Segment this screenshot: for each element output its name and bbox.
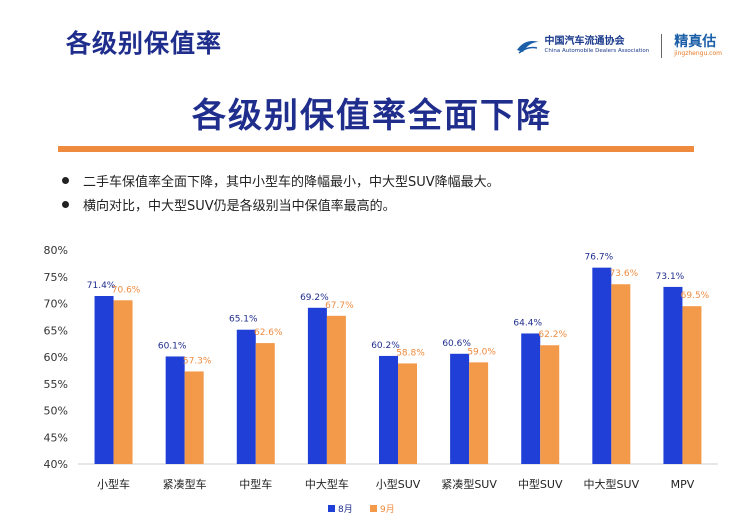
y-tick-label: 80%: [44, 244, 68, 257]
bullet-dot-icon: [62, 200, 69, 208]
x-tick-label: 中型车: [239, 477, 272, 491]
org-name: 中国汽车流通协会: [544, 36, 625, 48]
legend-label: 8月: [338, 504, 353, 515]
x-tick-label: 小型SUV: [376, 477, 421, 491]
data-label: 73.6%: [610, 269, 639, 279]
data-label: 65.1%: [229, 315, 258, 325]
data-label: 69.5%: [681, 291, 710, 301]
bar-sep: [326, 315, 346, 464]
legend-swatch: [370, 505, 377, 512]
y-tick-label: 75%: [44, 271, 68, 284]
data-label: 71.4%: [87, 281, 116, 291]
y-tick-label: 65%: [44, 324, 68, 337]
data-label: 73.1%: [656, 272, 685, 282]
bar-aug: [450, 353, 470, 464]
logo-area: 中国汽车流通协会 China Automobile Dealers Associ…: [515, 30, 722, 62]
bar-sep: [682, 306, 702, 464]
x-tick-label: 紧凑型车: [163, 477, 207, 491]
bar-aug: [521, 333, 541, 464]
y-tick-label: 70%: [44, 298, 68, 311]
data-label: 70.6%: [112, 285, 141, 295]
bar-aug: [94, 296, 114, 464]
data-label: 67.7%: [325, 301, 354, 311]
bar-sep: [469, 362, 489, 464]
main-title: 各级别保值率全面下降: [192, 96, 552, 136]
bullet-text: 二手车保值率全面下降，其中小型车的降幅最小，中大型SUV降幅最大。: [83, 174, 500, 190]
y-tick-label: 60%: [44, 351, 68, 364]
bullet-dot-icon: [62, 176, 69, 184]
bar-sep: [611, 284, 631, 464]
title-underline: [58, 146, 694, 152]
bar-aug: [663, 286, 683, 464]
x-tick-label: 紧凑型SUV: [441, 477, 497, 491]
x-tick-label: 中型SUV: [518, 477, 563, 491]
bar-sep: [540, 345, 560, 464]
data-label: 58.8%: [396, 348, 425, 358]
legend-label: 9月: [380, 504, 395, 515]
bullet-text: 横向对比，中大型SUV仍是各级别当中保值率最高的。: [83, 198, 396, 214]
brand-url: jingzhengu.com: [674, 50, 722, 57]
x-tick-label: 中大型SUV: [584, 477, 640, 491]
y-tick-label: 55%: [44, 378, 68, 391]
bullet-item: 二手车保值率全面下降，其中小型车的降幅最小，中大型SUV降幅最大。: [62, 168, 500, 192]
bar-sep: [113, 300, 133, 464]
bar-sep: [398, 363, 417, 464]
brand-name: 精真估: [674, 34, 717, 50]
bar-aug: [165, 356, 185, 464]
data-label: 59.0%: [467, 347, 496, 357]
data-label: 76.7%: [585, 253, 614, 263]
data-label: 60.2%: [371, 341, 400, 351]
bullet-list: 二手车保值率全面下降，其中小型车的降幅最小，中大型SUV降幅最大。 横向对比，中…: [62, 168, 500, 216]
logo-separator: [661, 34, 663, 58]
x-tick-label: MPV: [671, 478, 695, 491]
bar-aug: [592, 267, 612, 464]
org-en-name: China Automobile Dealers Association: [544, 48, 650, 55]
bar-sep: [255, 343, 275, 464]
data-label: 60.6%: [442, 339, 471, 349]
data-label: 62.2%: [538, 330, 567, 340]
header-title: 各级别保值率: [66, 29, 223, 58]
data-label: 62.6%: [254, 328, 283, 338]
bar-sep: [184, 371, 204, 464]
data-label: 64.4%: [513, 318, 542, 328]
bar-aug: [236, 329, 256, 464]
y-tick-label: 50%: [44, 405, 68, 418]
bar-aug: [307, 307, 327, 464]
bar-aug: [379, 355, 398, 464]
data-label: 57.3%: [183, 356, 212, 366]
bullet-item: 横向对比，中大型SUV仍是各级别当中保值率最高的。: [62, 192, 500, 216]
y-tick-label: 45%: [44, 431, 68, 444]
legend-swatch: [328, 505, 335, 512]
x-tick-label: 小型车: [97, 477, 130, 491]
y-tick-label: 40%: [44, 458, 68, 471]
x-tick-label: 中大型车: [305, 477, 349, 491]
data-label: 69.2%: [300, 293, 329, 303]
cada-logo-icon: [516, 41, 539, 54]
data-label: 60.1%: [158, 341, 187, 351]
